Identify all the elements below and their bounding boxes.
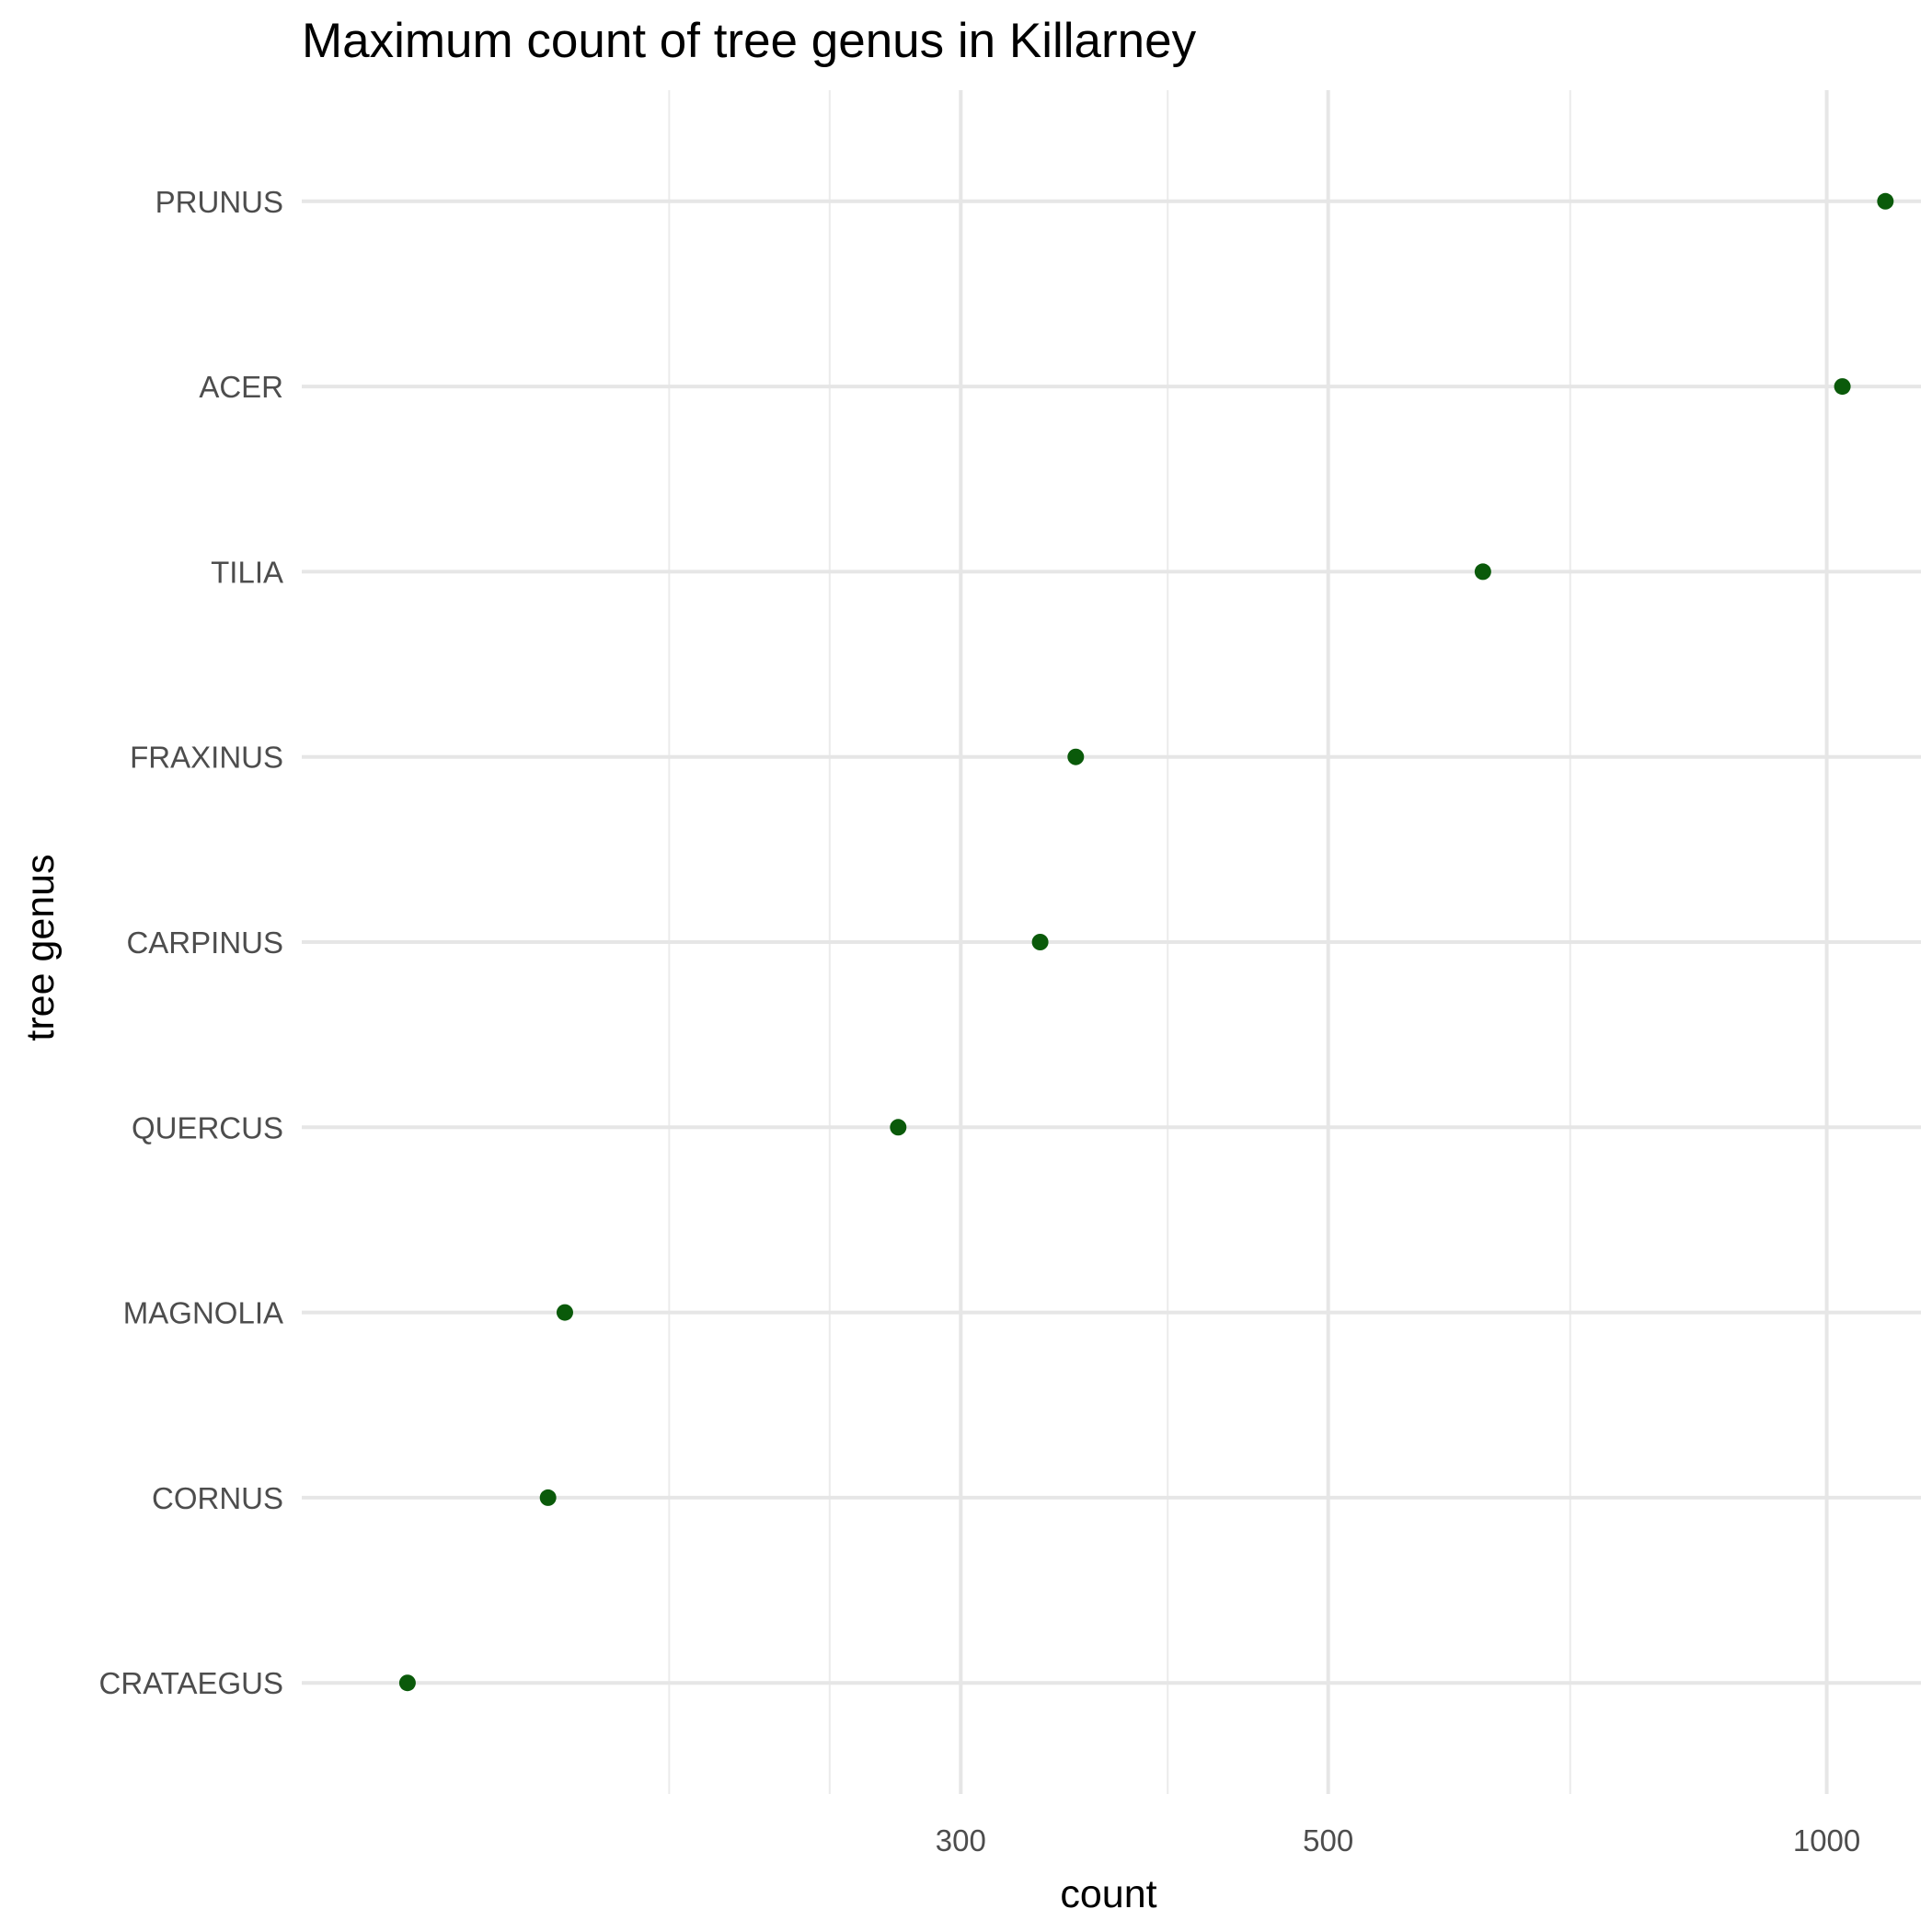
y-axis-title: tree genus <box>18 854 63 1041</box>
y-tick-label: ACER <box>199 370 283 404</box>
y-tick-label: MAGNOLIA <box>123 1296 283 1330</box>
y-tick-label: CARPINUS <box>126 926 283 960</box>
y-tick-label: CRATAEGUS <box>99 1666 283 1700</box>
y-tick-label: FRAXINUS <box>130 741 283 775</box>
x-tick-label: 1000 <box>1793 1823 1860 1857</box>
y-tick-label: TILIA <box>211 555 283 589</box>
data-points <box>398 192 1894 1692</box>
data-point <box>1067 748 1085 765</box>
data-point <box>1474 563 1491 581</box>
y-tick-labels: PRUNUS ACER TILIA FRAXINUS CARPINUS QUERCUS MA… <box>99 185 283 1700</box>
data-point <box>539 1489 557 1506</box>
y-tick-label: QUERCUS <box>132 1110 283 1144</box>
data-point <box>1834 378 1851 396</box>
x-tick-labels: 300 500 1000 <box>936 1823 1860 1857</box>
y-tick-label: CORNUS <box>152 1481 283 1515</box>
chart-title: Maximum count of tree genus in Killarney <box>302 14 1197 68</box>
x-tick-label: 300 <box>936 1823 986 1857</box>
data-point <box>398 1674 416 1692</box>
data-point <box>890 1119 907 1136</box>
x-tick-label: 500 <box>1303 1823 1353 1857</box>
data-point <box>1877 192 1894 210</box>
y-tick-label: PRUNUS <box>155 185 283 219</box>
data-point <box>1031 934 1049 950</box>
x-axis-title: count <box>1060 1872 1156 1916</box>
data-point <box>556 1304 573 1321</box>
grid <box>302 90 1921 1794</box>
